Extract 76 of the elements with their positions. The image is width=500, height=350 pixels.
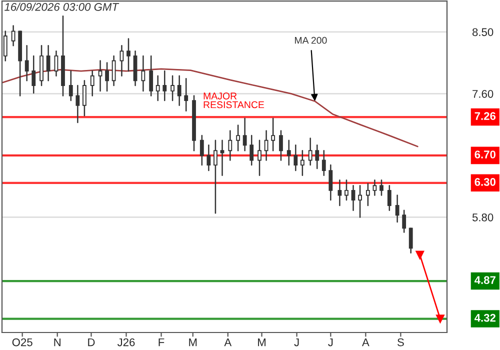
candlestick — [76, 84, 80, 124]
annotation: MAJOR RESISTANCE — [204, 92, 264, 108]
candlestick — [98, 60, 102, 92]
annotation: MA 200 — [295, 36, 327, 44]
x-tick-label: S — [397, 338, 404, 346]
ref-line-label: 4.32 — [474, 314, 496, 322]
candlestick — [90, 70, 94, 96]
candlestick — [338, 180, 342, 206]
candlestick — [258, 140, 262, 176]
candlestick — [236, 124, 240, 152]
candlestick — [228, 130, 232, 161]
candlestick — [387, 185, 392, 211]
candlestick — [156, 75, 160, 102]
y-tick-label: 8.50 — [472, 28, 494, 36]
candlestick — [184, 78, 188, 112]
candlestick — [279, 130, 283, 161]
candlestick — [328, 164, 333, 201]
candlestick — [322, 150, 326, 176]
line-series — [2, 68, 418, 148]
x-tick-label: A — [362, 338, 370, 346]
x-tick-label: J — [294, 338, 299, 346]
candlestick — [380, 180, 384, 196]
x-tick-label: D — [88, 338, 95, 346]
candlestick — [395, 194, 400, 223]
ref-line-label: 7.26 — [474, 112, 496, 120]
candlestick — [264, 130, 268, 161]
candlestick — [11, 25, 16, 46]
x-tick-label: F — [158, 338, 164, 346]
ref-line-label: 6.70 — [474, 150, 496, 158]
candlestick — [214, 140, 218, 214]
candlestick — [82, 80, 86, 116]
candlestick — [358, 185, 362, 218]
candlestick — [68, 70, 73, 102]
candlestick — [206, 144, 211, 172]
y-tick-label: 5.80 — [472, 213, 494, 222]
candlestick — [366, 182, 370, 206]
x-tick-label: J26 — [117, 338, 135, 346]
ref-line-label: 4.87 — [474, 276, 496, 284]
candlestick — [54, 50, 58, 76]
candlestick — [402, 210, 406, 233]
candlestick — [149, 55, 154, 96]
x-tick-label: M — [258, 338, 266, 346]
candlestick — [177, 75, 182, 106]
y-tick-label: 7.60 — [472, 90, 494, 98]
candlestick — [112, 55, 116, 86]
x-tick-label: J — [328, 338, 333, 346]
candlestick — [372, 180, 377, 196]
x-tick-label: M — [189, 338, 197, 346]
candlestick — [308, 138, 312, 166]
candlestick — [170, 75, 174, 102]
candlestick — [120, 45, 124, 76]
candlestick — [242, 118, 247, 152]
candlestick — [200, 134, 204, 166]
candlestick — [351, 185, 356, 211]
annotation: 16/09/2026 03:00 GMT — [4, 2, 120, 11]
x-tick-label: N — [54, 338, 60, 346]
candlestick — [32, 55, 36, 94]
candlestick — [250, 134, 254, 166]
candlestick — [315, 144, 320, 170]
candlestick — [408, 228, 413, 254]
candlestick — [3, 30, 8, 62]
candlestick — [126, 38, 130, 72]
candlestick — [294, 144, 298, 172]
candlestick — [141, 55, 146, 92]
x-tick-label: A — [224, 338, 232, 346]
x-tick-label: O25 — [12, 338, 32, 346]
candlestick — [105, 62, 109, 92]
candlestick — [271, 118, 276, 152]
candlestick — [344, 180, 348, 201]
candlestick — [300, 150, 304, 176]
candlestick — [46, 45, 50, 82]
candlestick — [286, 140, 291, 166]
ref-line-label: 6.30 — [474, 178, 496, 186]
candlestick — [24, 45, 29, 82]
candlestick — [220, 140, 224, 176]
candlestick — [162, 70, 167, 102]
